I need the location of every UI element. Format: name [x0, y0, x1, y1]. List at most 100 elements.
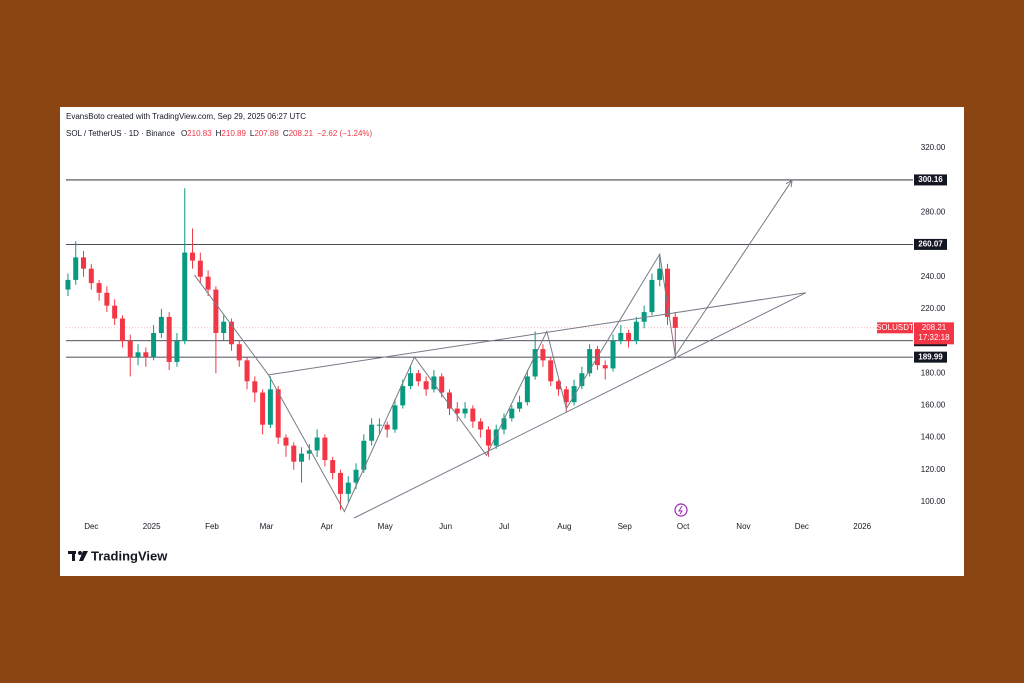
- candle-body: [81, 257, 87, 269]
- last-price-name-box: [877, 322, 913, 334]
- event-circle: [674, 503, 688, 517]
- candle-body: [509, 408, 515, 419]
- candle-body: [439, 376, 445, 393]
- change: −2.62 (−1.24%): [317, 129, 372, 138]
- candle-body: [540, 349, 546, 361]
- candle-body: [127, 341, 133, 358]
- candle-body: [244, 360, 250, 382]
- trend-line: [674, 179, 793, 356]
- candle-body: [104, 292, 110, 306]
- logo-text: TradingView: [91, 548, 168, 563]
- candle-body: [197, 260, 203, 277]
- candle-body: [462, 408, 468, 414]
- candle-body: [602, 365, 608, 369]
- candle-body: [392, 405, 398, 430]
- quote-key: H: [216, 129, 222, 138]
- candle-body: [415, 373, 421, 382]
- candle-body: [330, 460, 336, 473]
- symbol: SOL / TetherUS · 1D · Binance: [66, 129, 175, 138]
- candle-body: [260, 392, 266, 425]
- candle-body: [548, 360, 554, 382]
- logo-mark: [78, 551, 82, 555]
- candle-body: [190, 252, 196, 261]
- arrow-head: [785, 179, 793, 188]
- candle-body: [353, 469, 359, 483]
- trend-line: [353, 292, 806, 519]
- candle-body: [408, 373, 414, 387]
- candle-body: [221, 321, 227, 334]
- candle-body: [299, 453, 305, 462]
- last-price-label: 208.21: [922, 323, 947, 332]
- candle-body: [65, 279, 71, 290]
- trend-line: [194, 252, 676, 513]
- candle-body: [446, 392, 452, 409]
- candle-body: [657, 268, 663, 280]
- countdown: 17:32:18: [918, 333, 950, 342]
- candle-body: [96, 283, 102, 293]
- level-label-box: [914, 174, 947, 186]
- x-tick-label: Feb: [205, 522, 219, 531]
- y-tick-label: 180.00: [921, 368, 946, 377]
- candle-body: [633, 321, 639, 342]
- candle-body: [73, 257, 79, 280]
- last-price-box: [914, 322, 954, 345]
- candle-body: [88, 268, 94, 284]
- event-bolt: [678, 505, 683, 515]
- last-price-name: SOLUSDT: [876, 323, 914, 332]
- candle-body: [174, 341, 180, 362]
- credit: EvansBoto created with TradingView.com, …: [66, 112, 306, 121]
- candle-body: [626, 333, 632, 342]
- candle-body: [555, 381, 561, 390]
- candle-body: [454, 408, 460, 414]
- candle-body: [158, 316, 164, 334]
- candle-body: [665, 268, 671, 317]
- candle-body: [112, 305, 118, 319]
- candle-body: [252, 381, 258, 393]
- x-tick-label: Sep: [618, 522, 633, 531]
- y-tick-label: 100.00: [921, 497, 946, 506]
- candle-body: [143, 352, 149, 358]
- candle-body: [236, 344, 242, 361]
- candle-body: [571, 386, 577, 403]
- candle-body: [182, 252, 188, 342]
- candle-body: [532, 349, 538, 377]
- x-tick-label: Aug: [557, 522, 571, 531]
- candle-body: [306, 450, 312, 454]
- candle-body: [493, 429, 499, 446]
- x-tick-label: Nov: [736, 522, 750, 531]
- candle-body: [213, 289, 219, 334]
- candle-body: [314, 437, 320, 451]
- candle-body: [501, 418, 507, 430]
- x-tick-label: Oct: [677, 522, 690, 531]
- quote-key: O: [181, 129, 187, 138]
- level-label-box: [914, 238, 947, 250]
- candle-body: [524, 376, 530, 403]
- logo: TradingView: [68, 548, 168, 563]
- y-tick-label: 240.00: [921, 272, 946, 281]
- logo-mark: [79, 551, 88, 561]
- candle-body: [275, 389, 281, 438]
- event-icon: [674, 503, 688, 517]
- candle-body: [291, 445, 297, 462]
- candle-body: [423, 381, 429, 390]
- candle-body: [384, 424, 390, 430]
- candle-body: [478, 421, 484, 430]
- candle-body: [587, 349, 593, 374]
- level-label: 300.16: [918, 175, 943, 184]
- y-tick-label: 140.00: [921, 433, 946, 442]
- candle-body: [579, 373, 585, 387]
- candle-body: [322, 437, 328, 461]
- quote-value: 208.21: [289, 129, 314, 138]
- x-tick-label: 2025: [143, 522, 161, 531]
- quote-value: 207.88: [254, 129, 279, 138]
- level-label: 260.07: [918, 240, 943, 249]
- logo-mark: [72, 551, 75, 561]
- quote-value: 210.89: [221, 129, 246, 138]
- candle-body: [618, 333, 624, 342]
- y-tick-label: 120.00: [921, 465, 946, 474]
- candle-body: [119, 318, 125, 342]
- candle-body: [166, 316, 172, 362]
- candle-body: [376, 424, 382, 426]
- candle-body: [641, 312, 647, 322]
